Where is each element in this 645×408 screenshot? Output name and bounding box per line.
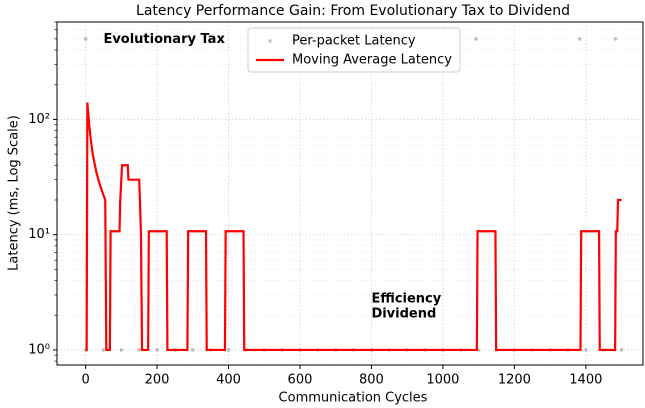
scatter-point bbox=[83, 37, 88, 41]
annotation: Efficiency Dividend bbox=[371, 291, 441, 321]
x-tick-label: 200 bbox=[145, 373, 170, 388]
y-tick-label: 10⁰ bbox=[28, 342, 50, 357]
x-tick-label: 400 bbox=[216, 373, 241, 388]
x-axis-label: Communication Cycles bbox=[279, 391, 428, 406]
scatter-point bbox=[155, 348, 159, 352]
scatter-point bbox=[226, 348, 231, 352]
scatter-point bbox=[619, 348, 624, 352]
scatter-point bbox=[119, 348, 124, 352]
y-tick-label: 10¹ bbox=[28, 227, 50, 242]
scatter-point bbox=[190, 348, 195, 352]
scatter-point bbox=[101, 348, 106, 352]
y-tick-label: 10² bbox=[28, 112, 50, 127]
line bbox=[85, 102, 622, 352]
x-tick-label: 1200 bbox=[498, 373, 531, 388]
y-axis-label: Latency (ms, Log Scale) bbox=[7, 115, 22, 271]
legend-marker bbox=[268, 39, 272, 43]
scatter-point bbox=[584, 348, 588, 352]
x-tick-label: 1400 bbox=[569, 373, 602, 388]
annotation: Evolutionary Tax bbox=[103, 31, 225, 46]
legend-label: Moving Average Latency bbox=[292, 53, 452, 68]
x-tick-label: 800 bbox=[359, 373, 384, 388]
legend-box bbox=[247, 27, 461, 73]
scatter-point bbox=[474, 37, 478, 41]
x-tick-label: 1000 bbox=[426, 373, 459, 388]
scatter-point bbox=[613, 37, 618, 41]
x-tick-label: 0 bbox=[81, 373, 89, 388]
scatter-point bbox=[577, 37, 582, 41]
scatter-point bbox=[137, 348, 141, 352]
x-tick-label: 600 bbox=[288, 373, 313, 388]
chart-title: Latency Performance Gain: From Evolution… bbox=[136, 3, 570, 19]
legend-label: Per-packet Latency bbox=[292, 34, 416, 49]
plot-frame bbox=[56, 21, 644, 366]
